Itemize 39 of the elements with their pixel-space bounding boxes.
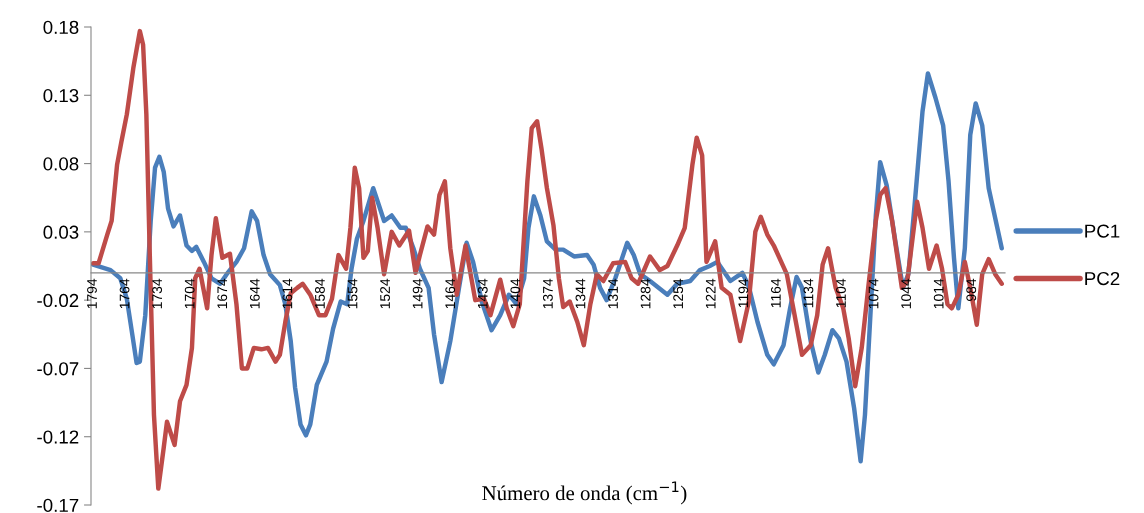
x-tick-label: 1374 (542, 278, 553, 309)
x-tick-label: 1524 (380, 278, 390, 309)
x-axis-title: Número de onda (cm$^{−1}$) (482, 481, 687, 505)
y-tick-label: 0.03 (43, 225, 79, 239)
x-tick-label: 1554 (347, 278, 358, 309)
x-tick-label: 1614 (282, 278, 293, 309)
x-tick-label: 1164 (770, 278, 781, 308)
y-tick-label: -0.17 (37, 498, 79, 512)
x-tick-label: 1404 (510, 278, 521, 309)
x-tick-label: 1044 (901, 278, 912, 309)
x-tick-label: 1254 (673, 278, 684, 309)
y-tick-label: 0.18 (43, 20, 79, 34)
x-tick-label: 1314 (608, 278, 618, 309)
x-tick-label: 1644 (249, 278, 260, 309)
legend-label: PC2 (1085, 271, 1120, 286)
x-tick-label: 1764 (119, 278, 130, 309)
x-tick-label: 984 (966, 278, 977, 301)
x-tick-label: 1104 (836, 278, 846, 308)
x-tick-label: 1464 (445, 278, 456, 309)
x-tick-label: 1584 (315, 278, 325, 309)
x-tick-label: 1344 (575, 278, 586, 309)
y-tick-label: -0.02 (37, 293, 79, 308)
x-tick-label: 1794 (87, 278, 97, 309)
x-tick-label: 1284 (640, 278, 651, 309)
y-tick-label: 0.08 (43, 157, 79, 171)
x-tick-label: 1434 (477, 278, 488, 309)
x-tick-label: 1014 (933, 278, 944, 309)
x-tick-label: 1494 (412, 278, 423, 309)
x-tick-label: 1224 (705, 278, 716, 309)
y-tick-label: -0.12 (37, 430, 79, 444)
x-tick-label: 1704 (184, 278, 195, 309)
x-tick-label: 1734 (152, 278, 163, 309)
x-tick-label: 1134 (803, 278, 814, 308)
legend-label: PC1 (1085, 224, 1120, 238)
x-tick-label: 1194 (738, 278, 749, 308)
x-tick-label: 1674 (217, 278, 228, 309)
x-tick-label: 1074 (868, 278, 879, 309)
y-tick-label: -0.07 (37, 362, 79, 376)
y-tick-label: 0.13 (43, 88, 79, 103)
